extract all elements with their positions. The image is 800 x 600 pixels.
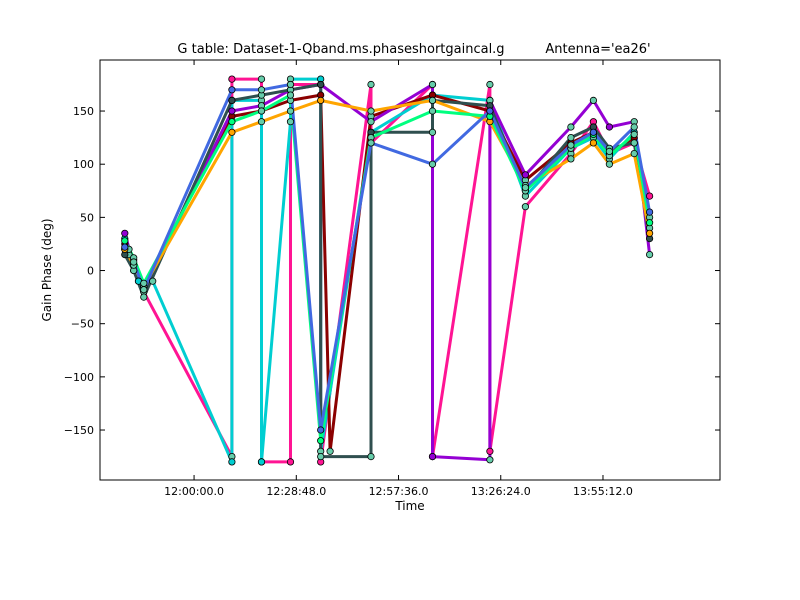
data-point [486, 456, 494, 464]
data-point [121, 237, 129, 245]
data-point [645, 219, 654, 227]
data-point [228, 75, 236, 83]
data-point [645, 192, 654, 200]
x-tick-label: 12:28:48.0 [266, 485, 326, 498]
x-tick-label: 13:26:24.0 [471, 485, 531, 498]
data-point [589, 139, 598, 147]
data-point [521, 184, 530, 192]
data-point [257, 458, 266, 466]
data-point [428, 128, 437, 136]
data-point [428, 160, 437, 168]
data-point [228, 86, 236, 94]
data-point [326, 447, 334, 455]
data-point [317, 80, 325, 89]
y-tick-label: −50 [71, 318, 94, 331]
data-point [367, 452, 375, 461]
data-point [317, 426, 325, 434]
data-point [367, 139, 375, 147]
data-point [286, 458, 295, 466]
plot-area: 12:00:00.0 12:28:48.0 12:57:36.0 13:26:24.0… [64, 59, 721, 498]
data-point [257, 107, 266, 115]
series-line-7 [123, 83, 652, 432]
data-point [257, 75, 266, 83]
plot-frame [99, 59, 721, 481]
series-line-3 [123, 83, 652, 462]
data-point [317, 452, 325, 461]
data-point [567, 155, 575, 163]
y-tick-label: 100 [73, 158, 94, 171]
data-point [121, 229, 129, 237]
data-point [228, 128, 236, 136]
data-point [630, 123, 638, 131]
data-point [140, 279, 148, 287]
data-point [317, 437, 325, 445]
data-point [228, 96, 236, 105]
data-point [140, 286, 148, 294]
x-tick-label: 12:00:00.0 [164, 485, 224, 498]
data-point [130, 258, 138, 266]
data-point [428, 96, 437, 105]
data-point [521, 203, 530, 211]
data-point [486, 107, 494, 115]
series-line-6 [123, 93, 652, 443]
data-point [567, 123, 575, 131]
y-tick-label: 50 [80, 211, 94, 224]
data-point [428, 452, 437, 461]
data-point [589, 96, 598, 105]
data-point [149, 277, 157, 285]
x-tick-label: 13:55:12.0 [573, 485, 633, 498]
data-point [286, 107, 295, 115]
antenna-label: Antenna='ea26' [545, 42, 650, 57]
y-tick-label: −150 [64, 424, 94, 437]
y-tick-label: −100 [64, 371, 94, 384]
y-tick-label: 0 [87, 265, 94, 278]
data-point [367, 80, 375, 89]
data-point [140, 293, 148, 301]
data-point [428, 80, 437, 89]
data-point [645, 251, 654, 259]
data-point [228, 118, 236, 126]
data-point [286, 91, 295, 99]
data-point [645, 229, 654, 237]
data-point [630, 130, 638, 138]
data-point [428, 107, 437, 115]
data-point [486, 80, 494, 89]
data-point [367, 107, 375, 115]
data-point [630, 139, 638, 147]
y-axis: −150 −100 −50 0 50 100 150 [64, 105, 720, 437]
data-point [228, 458, 236, 466]
data-point [589, 128, 598, 136]
data-point [645, 208, 654, 216]
x-axis: 12:00:00.0 12:28:48.0 12:57:36.0 13:26:24.0… [164, 60, 633, 498]
data-point [317, 96, 325, 105]
data-point [567, 141, 575, 149]
data-point [257, 118, 266, 126]
x-tick-label: 12:57:36.0 [369, 485, 429, 498]
y-axis-label: Gain Phase (deg) [40, 218, 54, 321]
data-point [521, 171, 530, 179]
data-point [286, 80, 295, 89]
series-line-5 [123, 98, 652, 288]
data-point [228, 107, 236, 115]
data-point [121, 243, 129, 251]
data-point [630, 150, 638, 158]
x-axis-label: Time [394, 499, 424, 513]
data-point [367, 118, 375, 126]
marker-layer [121, 75, 654, 466]
data-point [567, 134, 575, 142]
data-point [486, 447, 494, 455]
data-point [605, 160, 614, 168]
data-point [605, 147, 614, 155]
data-point [257, 86, 266, 94]
data-point [605, 123, 614, 131]
data-point [286, 118, 295, 126]
chart-title: G table: Dataset-1-Qband.ms.phaseshortga… [177, 42, 504, 57]
y-tick-label: 150 [73, 105, 94, 118]
